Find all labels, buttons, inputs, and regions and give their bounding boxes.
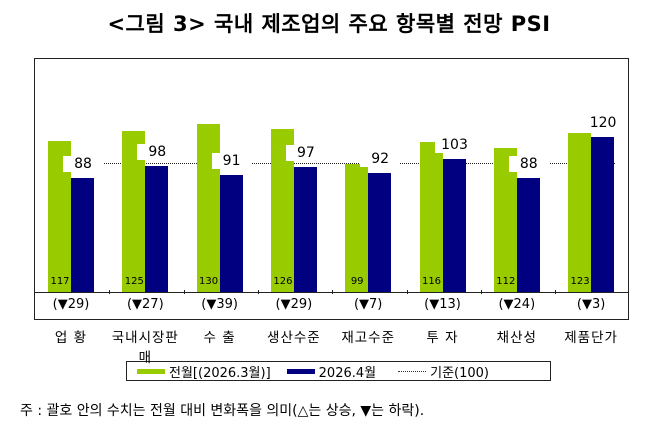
legend-swatch-ref bbox=[398, 370, 427, 372]
value-label-prev: 99 bbox=[350, 276, 364, 287]
chart-frame bbox=[34, 58, 629, 320]
change-label: (▼7) bbox=[353, 297, 383, 312]
bar-cur bbox=[293, 166, 317, 292]
category-label: 채산성 bbox=[496, 330, 537, 346]
value-label-cur: 91 bbox=[211, 152, 252, 169]
bar-cur bbox=[591, 137, 615, 292]
change-label: (▼3) bbox=[576, 297, 606, 312]
value-label-cur: 98 bbox=[137, 143, 178, 160]
value-label-prev: 116 bbox=[421, 276, 442, 287]
legend: 전월[(2026.3월)] 2026.4월 기준(100) bbox=[126, 361, 551, 381]
bar-prev bbox=[270, 129, 294, 292]
value-label-prev: 125 bbox=[124, 276, 144, 287]
value-label-cur: 88 bbox=[508, 156, 549, 173]
x-axis-line bbox=[34, 292, 629, 293]
value-label-prev: 123 bbox=[570, 276, 590, 287]
legend-swatch-prev bbox=[137, 368, 165, 374]
change-label: (▼29) bbox=[52, 297, 90, 312]
footnote: 주 : 괄호 안의 수치는 전월 대비 변화폭을 의미(△는 상승, ▼는 하락… bbox=[20, 403, 425, 419]
legend-swatch-cur bbox=[286, 368, 315, 374]
change-label: (▼13) bbox=[424, 297, 461, 312]
chart-title: <그림 3> 국내 제조업의 주요 항목별 전망 PSI bbox=[107, 12, 551, 36]
bar-cur bbox=[145, 165, 169, 292]
x-axis-tick bbox=[406, 290, 408, 294]
x-axis-tick bbox=[555, 290, 557, 294]
legend-item-ref: 기준(100) bbox=[398, 362, 489, 381]
legend-item-cur: 2026.4월 bbox=[286, 362, 377, 381]
bar-prev bbox=[48, 141, 71, 292]
value-label-prev: 117 bbox=[50, 276, 70, 287]
legend-item-prev: 전월[(2026.3월)] bbox=[137, 362, 271, 381]
value-label-cur: 88 bbox=[63, 156, 103, 173]
bar-cur bbox=[368, 173, 392, 292]
category-label: 수 출 bbox=[203, 330, 236, 346]
bar-prev bbox=[196, 124, 220, 292]
change-label: (▼39) bbox=[201, 297, 238, 312]
bar-prev bbox=[419, 142, 443, 292]
change-label: (▼24) bbox=[498, 297, 536, 312]
category-label: 제품단가 bbox=[564, 330, 618, 346]
category-label: 국내시장판매 bbox=[111, 330, 179, 366]
change-label: (▼27) bbox=[126, 297, 164, 312]
value-label-cur: 97 bbox=[285, 144, 326, 161]
x-axis-tick bbox=[257, 290, 259, 294]
reference-line bbox=[60, 163, 615, 164]
bar-cur bbox=[442, 159, 466, 292]
legend-label-ref: 기준(100) bbox=[430, 365, 489, 381]
bar-cur bbox=[516, 178, 540, 292]
value-label-cur: 92 bbox=[360, 151, 401, 168]
bar-prev bbox=[122, 130, 146, 292]
value-label-cur: 103 bbox=[434, 137, 475, 154]
value-label-prev: 126 bbox=[273, 276, 293, 287]
legend-label-cur: 2026.4월 bbox=[318, 365, 377, 381]
value-label-cur: 120 bbox=[583, 115, 624, 132]
bar-prev bbox=[493, 147, 517, 292]
value-label-prev: 130 bbox=[199, 276, 219, 287]
bar-prev bbox=[568, 133, 592, 292]
category-label: 업 황 bbox=[54, 330, 88, 346]
bar-prev bbox=[345, 164, 369, 292]
x-axis-tick bbox=[183, 290, 185, 294]
category-label: 생산수준 bbox=[267, 330, 321, 346]
category-label: 재고수준 bbox=[341, 330, 396, 346]
value-label-prev: 112 bbox=[496, 276, 516, 287]
change-label: (▼29) bbox=[275, 297, 313, 312]
legend-label-prev: 전월[(2026.3월)] bbox=[169, 365, 271, 381]
x-axis-tick bbox=[332, 290, 334, 294]
bar-cur bbox=[219, 174, 243, 292]
x-axis-tick bbox=[109, 290, 111, 294]
bar-cur bbox=[71, 178, 94, 292]
x-axis-tick bbox=[480, 290, 482, 294]
category-label: 투 자 bbox=[426, 330, 459, 346]
